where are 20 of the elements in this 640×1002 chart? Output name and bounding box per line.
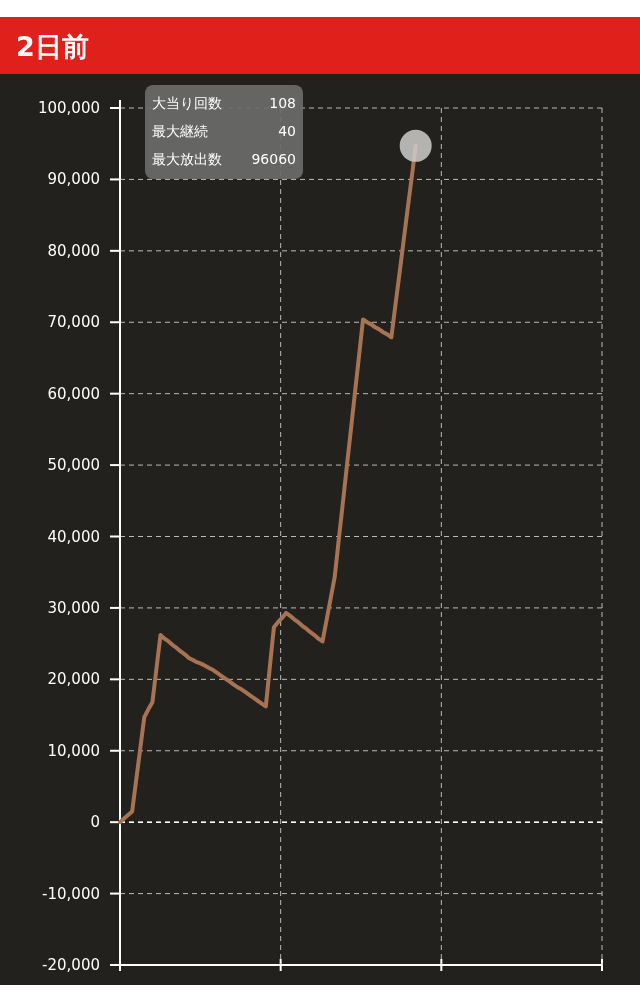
y-tick-label: 0 <box>90 813 100 832</box>
y-tick-label: 70,000 <box>47 313 100 332</box>
y-tick-label: 60,000 <box>47 384 100 403</box>
annotation: 最大放出数 <box>152 151 222 167</box>
y-tick-label: 90,000 <box>47 170 100 189</box>
y-tick-label: -10,000 <box>42 884 100 903</box>
y-tick-label: 30,000 <box>47 598 100 617</box>
y-tick-label: -20,000 <box>42 956 100 974</box>
y-tick-label: 10,000 <box>47 741 100 760</box>
y-tick-label: 20,000 <box>47 670 100 689</box>
y-tick-label: 40,000 <box>47 527 100 546</box>
y-tick-label: 50,000 <box>47 456 100 475</box>
annotation: 大当り回数 <box>152 95 222 111</box>
annotation: 最大継続 <box>152 123 208 139</box>
y-tick-label: 80,000 <box>47 241 100 260</box>
chart-title: 2日前 <box>16 31 89 62</box>
annotation: 96060 <box>251 151 296 167</box>
y-tick-label: 100,000 <box>37 99 100 117</box>
annotation: 40 <box>278 123 296 139</box>
annotation: 108 <box>269 95 296 111</box>
